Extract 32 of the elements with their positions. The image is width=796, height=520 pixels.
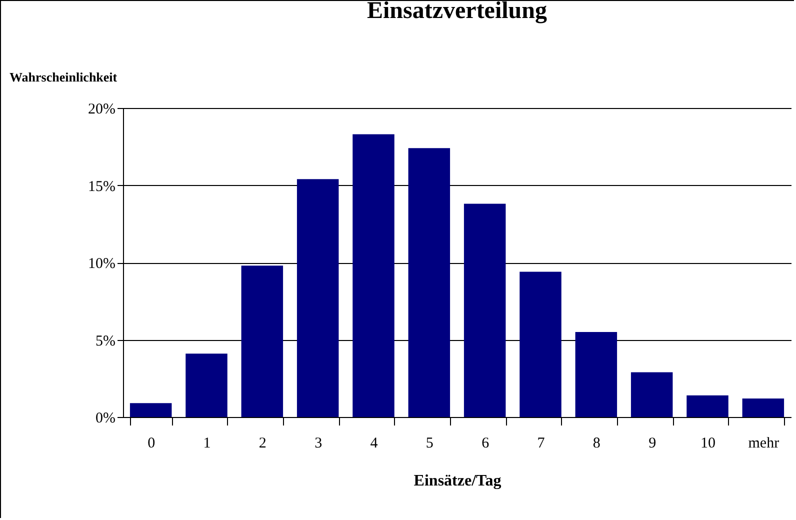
bar	[408, 148, 450, 417]
bar	[464, 204, 506, 417]
bar	[296, 179, 339, 417]
bar	[575, 332, 618, 417]
x-tick-label: 0	[148, 436, 156, 452]
y-tick-label: 0%	[96, 410, 116, 426]
x-tick-label: 2	[258, 436, 266, 452]
y-axis-title: Wahrscheinlichkeit	[10, 70, 118, 84]
x-tick-label: 8	[592, 436, 600, 452]
x-tick-label: 1	[203, 436, 211, 452]
x-tick-label: 5	[426, 436, 434, 452]
x-tick-label: 3	[314, 436, 322, 452]
x-tick-label: 4	[370, 436, 378, 452]
bar	[742, 398, 784, 417]
bar	[686, 395, 728, 417]
bar	[186, 354, 228, 417]
x-tick-label: 10	[700, 436, 716, 452]
y-tick-label: 10%	[88, 256, 116, 272]
x-tick-label: 6	[482, 436, 490, 452]
x-tick-label: mehr	[748, 436, 780, 452]
y-tick-label: 20%	[88, 102, 116, 118]
x-tick-label: 9	[648, 436, 656, 452]
x-tick-label: 7	[537, 436, 546, 452]
bar	[520, 272, 562, 417]
y-tick-label: 15%	[88, 178, 116, 195]
bar	[130, 403, 172, 417]
chart-title: Einsatzverteilung	[367, 0, 547, 24]
bar	[241, 266, 284, 417]
bar	[630, 372, 673, 417]
x-axis-title: Einsätze/Tag	[414, 472, 502, 490]
bar	[352, 134, 394, 417]
y-tick-label: 5%	[96, 333, 116, 350]
